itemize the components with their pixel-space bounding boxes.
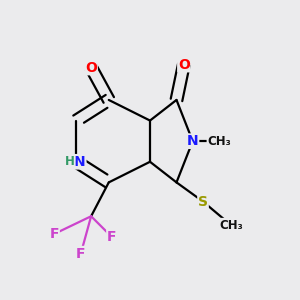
- Text: CH₃: CH₃: [207, 135, 231, 148]
- Text: F: F: [50, 227, 59, 241]
- Text: F: F: [107, 230, 116, 244]
- Text: H: H: [65, 155, 75, 168]
- Text: CH₃: CH₃: [219, 219, 243, 232]
- Text: O: O: [178, 58, 190, 72]
- Text: N: N: [187, 134, 199, 148]
- Text: F: F: [76, 247, 86, 261]
- Text: N: N: [74, 155, 86, 169]
- Text: S: S: [198, 194, 208, 208]
- Text: O: O: [85, 61, 97, 75]
